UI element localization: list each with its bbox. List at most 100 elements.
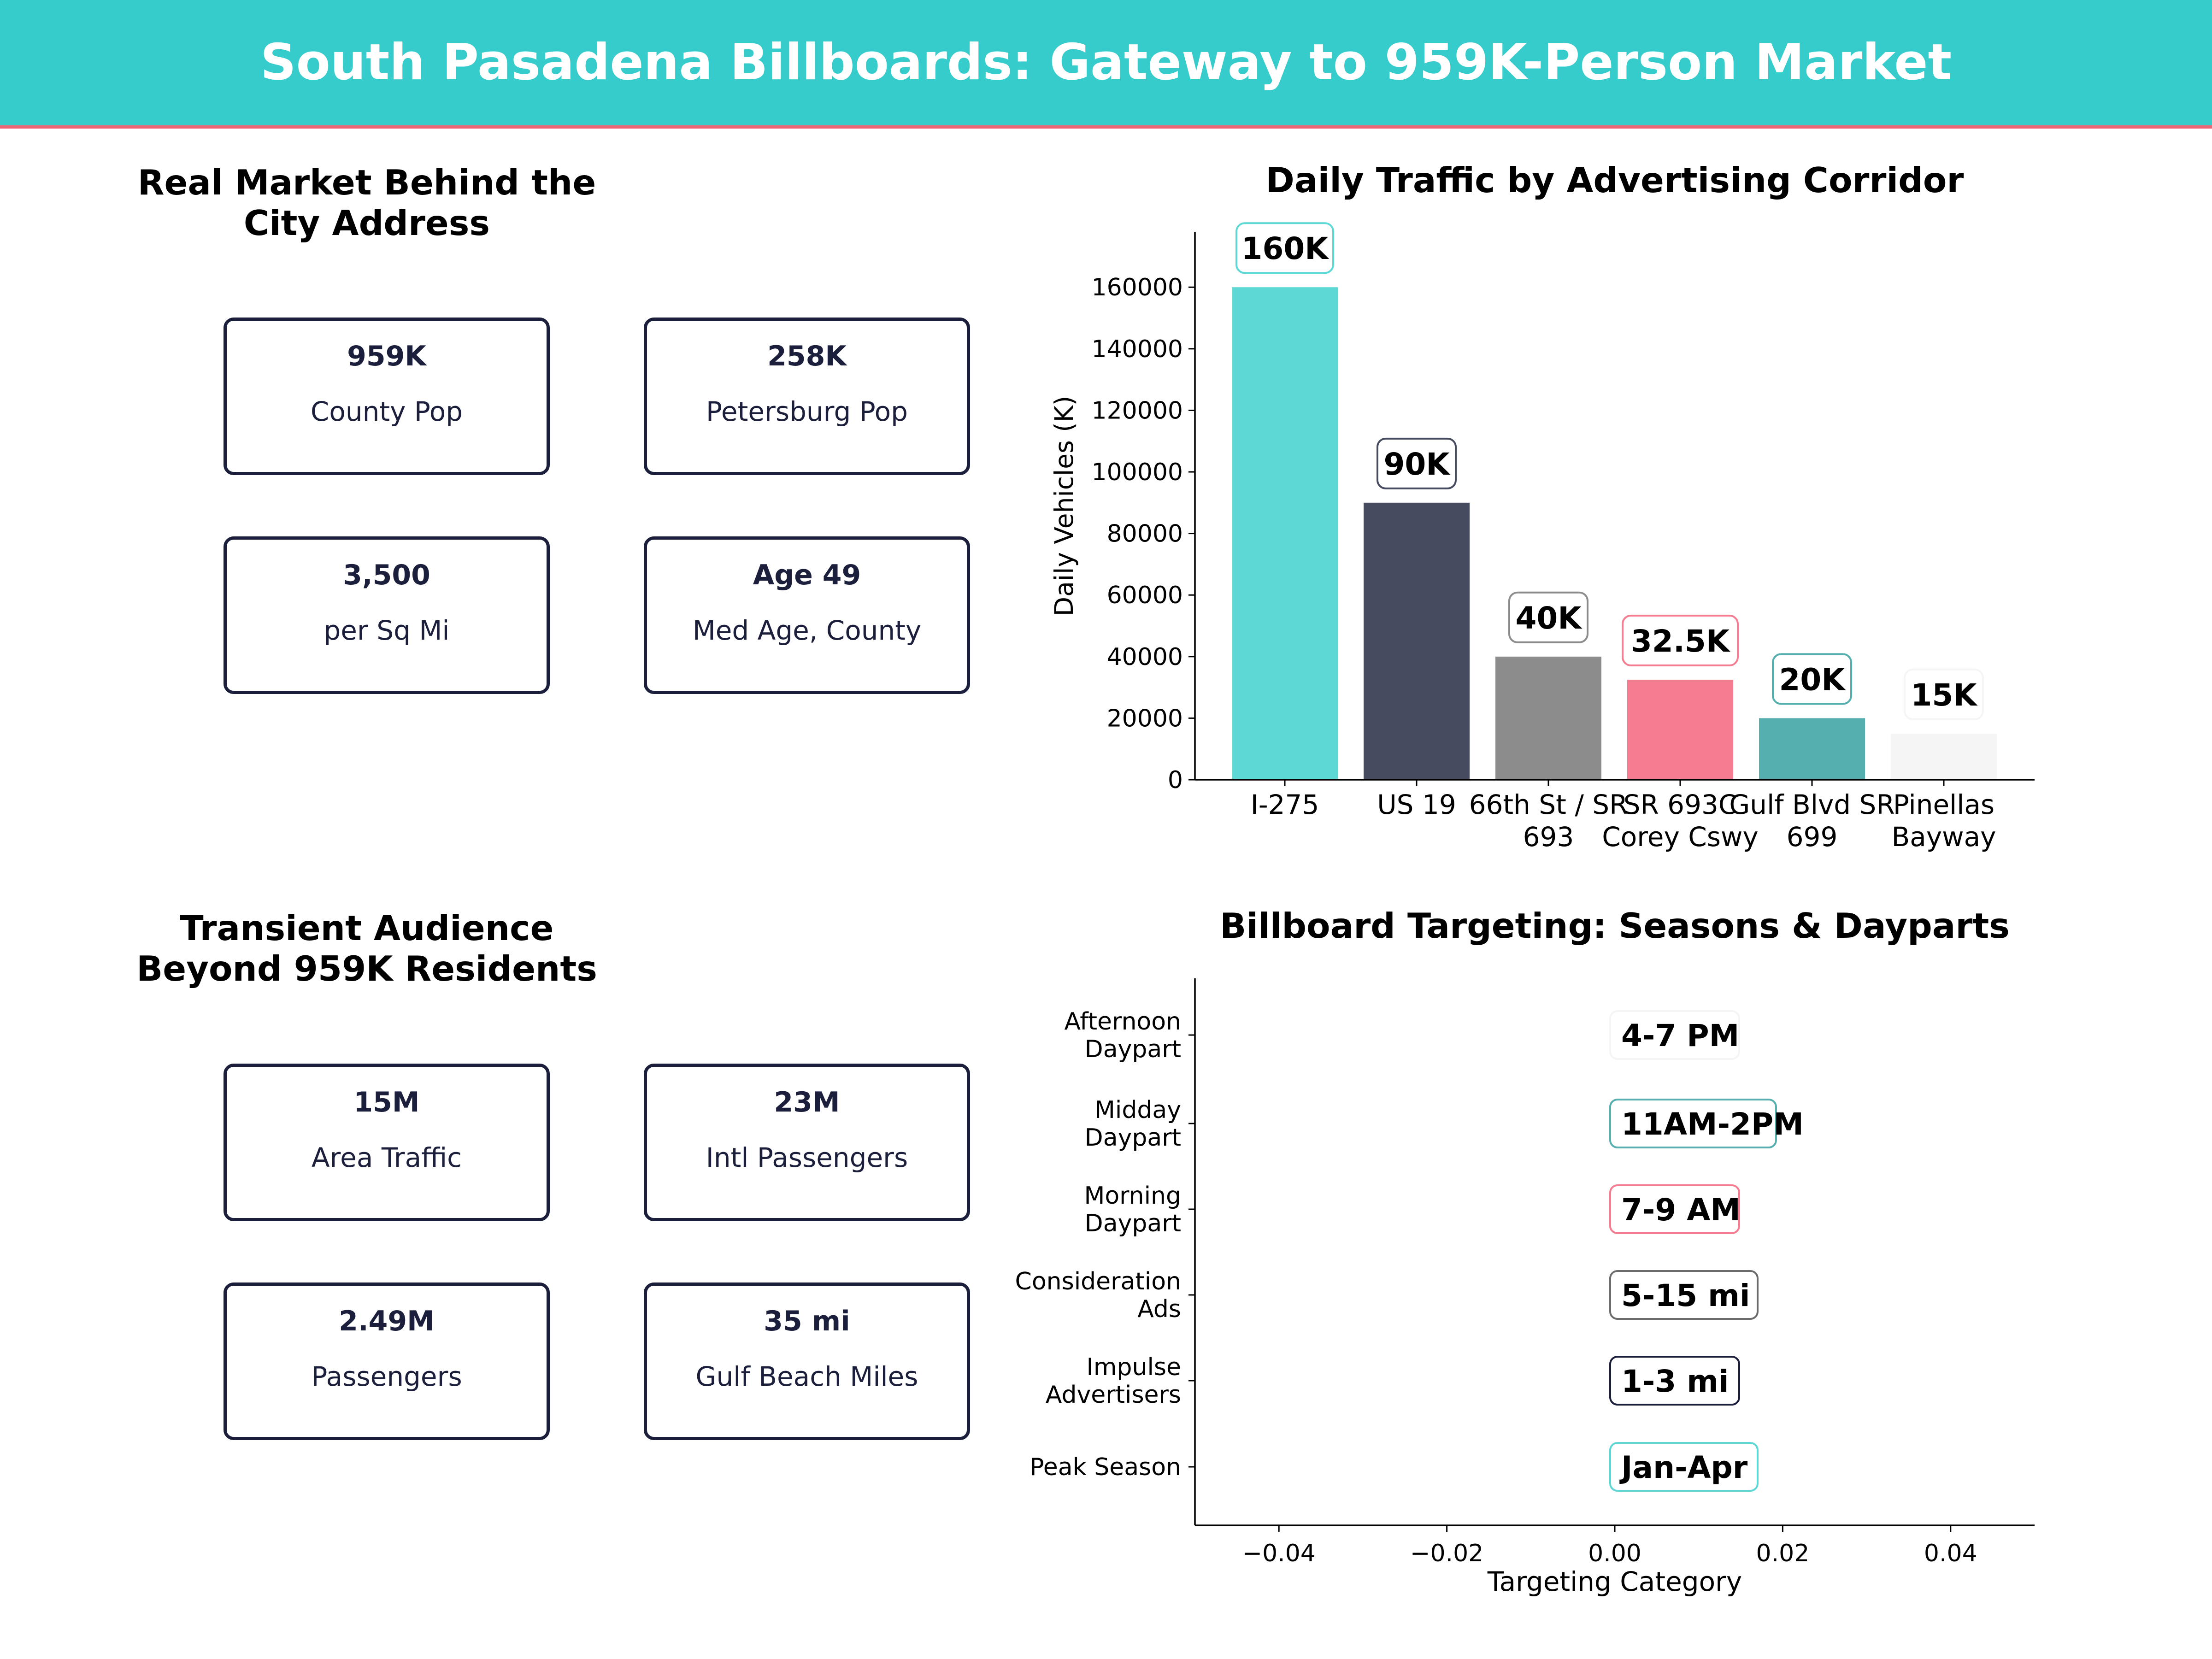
targeting-x-tick-label: 0.02 <box>1756 1540 1810 1567</box>
bar-data-label: 15K <box>1904 668 1984 720</box>
targeting-data-label: 5-15 mi <box>1609 1270 1759 1320</box>
stat-label: per Sq Mi <box>324 615 450 646</box>
bar-data-label: 160K <box>1235 222 1334 274</box>
stat-card-density: 3,500 per Sq Mi <box>224 536 550 694</box>
y-tick-label: 100000 <box>1091 459 1183 486</box>
y-axis-label: Daily Vehicles (K) <box>1049 396 1079 616</box>
x-tick-label-line: Bayway <box>1892 821 1996 853</box>
targeting-label-box <box>1609 1099 1777 1148</box>
x-tick-label-line: 699 <box>1787 821 1838 853</box>
y-tick-label: 60000 <box>1107 582 1183 609</box>
bar-data-label: 40K <box>1508 591 1588 643</box>
stat-value: 23M <box>774 1086 840 1118</box>
targeting-category-label-line: Midday <box>1094 1096 1181 1124</box>
data-label-text: 160K <box>1241 231 1330 266</box>
targeting-label-box <box>1609 1270 1759 1320</box>
targeting-x-tick-label: −0.04 <box>1242 1540 1316 1567</box>
y-tick-label: 0 <box>1168 766 1183 794</box>
x-tick-label-line: 66th St / SR <box>1469 789 1628 820</box>
stat-label: Petersburg Pop <box>706 396 908 427</box>
targeting-label-text: Jan-Apr <box>1619 1450 1748 1485</box>
stat-label: Med Age, County <box>692 615 922 646</box>
stat-value: Age 49 <box>753 559 861 591</box>
y-tick-label: 160000 <box>1091 274 1183 301</box>
y-tick-label: 140000 <box>1091 335 1183 363</box>
targeting-category-label-line: Peak Season <box>1030 1453 1181 1481</box>
x-tick-label-line: US 19 <box>1377 789 1456 820</box>
x-tick-label-line: 693 <box>1523 821 1574 853</box>
targeting-category-label: Peak Season <box>1030 1453 1181 1481</box>
stat-value: 35 mi <box>764 1305 850 1337</box>
data-label-box <box>1772 653 1852 705</box>
x-tick-label: I-275 <box>1251 789 1319 820</box>
targeting-category-label-line: Impulse <box>1087 1353 1182 1381</box>
stat-card-passengers: 2.49M Passengers <box>224 1282 550 1440</box>
targeting-label-text: 11AM-2PM <box>1621 1106 1804 1142</box>
targeting-data-label: 4-7 PM <box>1609 1010 1740 1060</box>
stat-value: 15M <box>353 1086 420 1118</box>
targeting-label-text: 4-7 PM <box>1621 1018 1739 1053</box>
targeting-chart-title: Billboard Targeting: Seasons & Dayparts <box>1220 906 2010 946</box>
stat-value: 2.49M <box>339 1305 435 1337</box>
bar-5 <box>1891 733 1997 780</box>
stat-card-median-age: Age 49 Med Age, County <box>644 536 970 694</box>
data-label-box <box>1622 614 1739 666</box>
bar-3 <box>1627 679 1733 780</box>
targeting-x-tick-label: 0.00 <box>1588 1540 1641 1567</box>
targeting-label-box <box>1609 1184 1740 1234</box>
stat-value: 3,500 <box>343 559 430 591</box>
bar-data-label: 20K <box>1772 653 1852 705</box>
data-label-text: 20K <box>1779 662 1847 697</box>
targeting-category-label-line: Advertisers <box>1046 1381 1181 1409</box>
x-tick-label-line: Corey Cswy <box>1602 821 1758 853</box>
x-tick-label: US 19 <box>1377 789 1456 820</box>
targeting-label-box <box>1609 1356 1740 1406</box>
bar-2 <box>1495 656 1601 780</box>
targeting-category-label-line: Morning <box>1084 1182 1181 1210</box>
data-label-text: 40K <box>1516 600 1583 636</box>
bar-data-label: 90K <box>1377 437 1457 489</box>
stat-label: County Pop <box>310 396 463 427</box>
transient-panel-title: Transient Audience Beyond 959K Residents <box>136 908 597 989</box>
stat-label: Intl Passengers <box>706 1142 908 1173</box>
stat-value: 959K <box>347 340 426 372</box>
targeting-data-label: 7-9 AM <box>1609 1184 1741 1234</box>
x-tick-label-line: Gulf Blvd SR <box>1729 789 1894 820</box>
stat-card-county-pop: 959K County Pop <box>224 318 550 475</box>
targeting-data-label: Jan-Apr <box>1609 1442 1759 1492</box>
x-tick-label-line: SR 693C <box>1624 789 1737 820</box>
targeting-data-label: 1-3 mi <box>1609 1356 1740 1406</box>
targeting-label-box <box>1609 1442 1759 1492</box>
stat-card-petersburg-pop: 258K Petersburg Pop <box>644 318 970 475</box>
data-label-text: 32.5K <box>1631 624 1731 659</box>
stat-value: 258K <box>767 340 847 372</box>
bar-chart-title: Daily Traffic by Advertising Corridor <box>1266 160 1964 200</box>
x-tick-label-line: I-275 <box>1251 789 1319 820</box>
stat-card-intl-passengers: 23M Intl Passengers <box>644 1064 970 1221</box>
bar-1 <box>1364 502 1470 780</box>
stat-label: Gulf Beach Miles <box>695 1361 918 1392</box>
targeting-category-label-line: Ads <box>1137 1295 1181 1323</box>
y-tick-label: 120000 <box>1091 397 1183 424</box>
stat-label: Area Traffic <box>311 1142 462 1173</box>
targeting-category-label-line: Afternoon <box>1065 1008 1182 1035</box>
targeting-category-label-line: Consideration <box>1015 1268 1181 1295</box>
targeting-x-tick-label: 0.04 <box>1924 1540 1977 1567</box>
data-label-box <box>1508 591 1588 643</box>
targeting-label-text: 5-15 mi <box>1621 1278 1750 1313</box>
x-tick-label-line: Pinellas <box>1893 789 1994 820</box>
targeting-x-axis-label: Targeting Category <box>1487 1566 1742 1597</box>
page-title: South Pasadena Billboards: Gateway to 95… <box>260 34 1952 91</box>
bar-4 <box>1759 718 1865 780</box>
stat-label: Passengers <box>311 1361 462 1392</box>
targeting-category-label-line: Daypart <box>1085 1124 1181 1152</box>
targeting-x-tick-label: −0.02 <box>1410 1540 1483 1567</box>
